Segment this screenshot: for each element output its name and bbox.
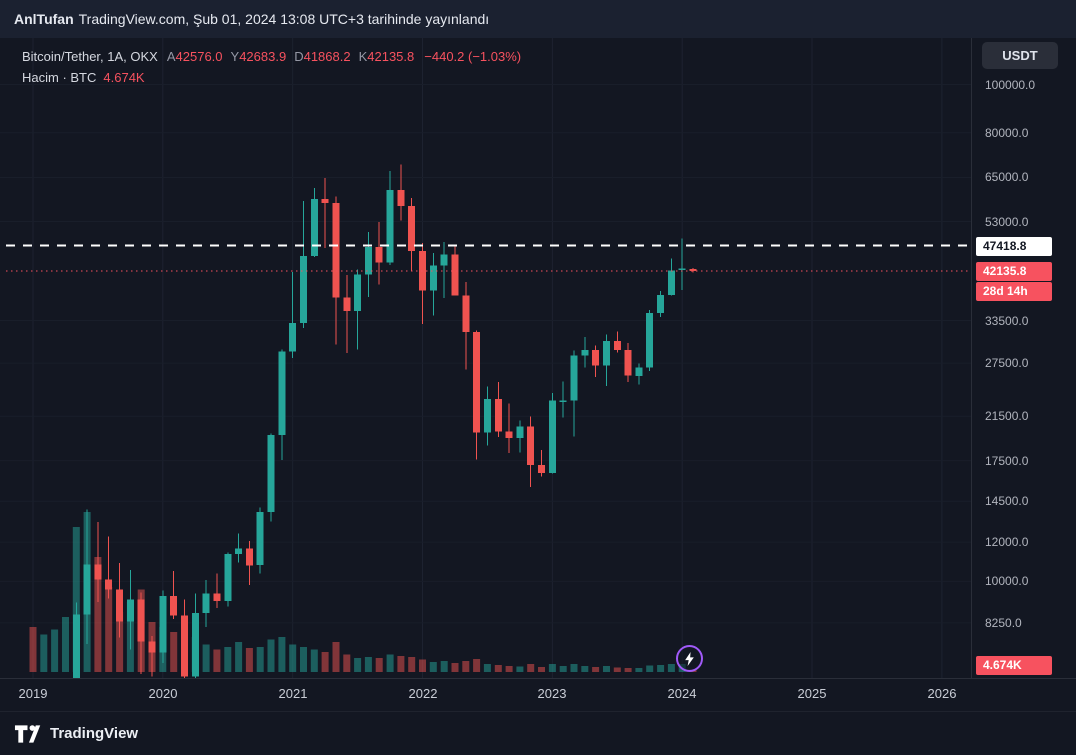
candles [72, 164, 697, 678]
price-badge-47418-8: 47418.8 [976, 237, 1052, 256]
time-tick-label: 2026 [927, 686, 957, 701]
ohlc-high: Y42683.9 [230, 49, 287, 64]
time-tick-label: 2023 [537, 686, 567, 701]
price-badge-4-674k: 4.674K [976, 656, 1052, 675]
change-value: −440.2 (−1.03%) [424, 49, 522, 64]
symbol-title[interactable]: Bitcoin/Tether, 1A, OKX [22, 49, 158, 64]
legend-symbol-row: Bitcoin/Tether, 1A, OKX A42576.0 Y42683.… [22, 46, 521, 67]
chart-container[interactable]: Bitcoin/Tether, 1A, OKX A42576.0 Y42683.… [0, 38, 1076, 678]
footer: TradingView [0, 711, 1076, 755]
time-axis[interactable]: 2019 2020 2021 2022 2023 2024 2025 2026 [0, 678, 1076, 711]
price-tick-label: 12000.0 [985, 535, 1029, 549]
flash-badge[interactable] [676, 645, 703, 672]
time-tick-label: 2020 [148, 686, 178, 701]
price-tick-label: 10000.0 [985, 574, 1029, 588]
ohlc-open: A42576.0 [166, 49, 223, 64]
level-lines [6, 244, 971, 272]
currency-toggle-button[interactable]: USDT [982, 42, 1058, 69]
tradingview-logo[interactable] [14, 724, 41, 744]
price-badge-42135-8: 42135.8 [976, 262, 1052, 281]
price-tick-label: 33500.0 [985, 314, 1029, 328]
publish-info-text: TradingView.com, Şub 01, 2024 13:08 UTC+… [78, 11, 490, 27]
gridlines [0, 38, 971, 678]
ohlc-close: K42135.8 [358, 49, 415, 64]
volume-value: 4.674K [103, 70, 145, 85]
price-tick-label: 65000.0 [985, 170, 1029, 184]
price-tick-label: 53000.0 [985, 215, 1029, 229]
ohlc-low: D41868.2 [294, 49, 351, 64]
publish-header: AnlTufan TradingView.com, Şub 01, 2024 1… [0, 0, 1076, 38]
lightning-bolt-icon [685, 651, 694, 666]
time-tick-label: 2022 [408, 686, 438, 701]
time-tick-label: 2025 [797, 686, 827, 701]
price-tick-label: 8250.0 [985, 616, 1022, 630]
price-tick-label: 27500.0 [985, 356, 1029, 370]
tradingview-brand[interactable]: TradingView [50, 725, 139, 742]
price-tick-label: 21500.0 [985, 409, 1029, 423]
candlestick-chart[interactable] [0, 38, 972, 678]
chart-svg[interactable] [0, 38, 972, 678]
legend-volume-row: Hacim · BTC 4.674K [22, 67, 521, 88]
price-badge-28d-14h: 28d 14h [976, 282, 1052, 301]
price-tick-label: 14500.0 [985, 494, 1029, 508]
price-tick-label: 17500.0 [985, 454, 1029, 468]
time-tick-label: 2019 [18, 686, 48, 701]
price-tick-label: 100000.0 [985, 78, 1036, 92]
publisher-username[interactable]: AnlTufan [14, 11, 74, 27]
time-tick-label: 2021 [278, 686, 308, 701]
price-axis[interactable]: USDT 100000.0 80000.0 65000.0 53000.0 33500.… [972, 38, 1076, 678]
volume-label[interactable]: Hacim · BTC [22, 70, 97, 85]
chart-legend: Bitcoin/Tether, 1A, OKX A42576.0 Y42683.… [22, 46, 521, 88]
time-tick-label: 2024 [667, 686, 697, 701]
price-tick-label: 80000.0 [985, 126, 1029, 140]
volume-bars [29, 512, 697, 672]
